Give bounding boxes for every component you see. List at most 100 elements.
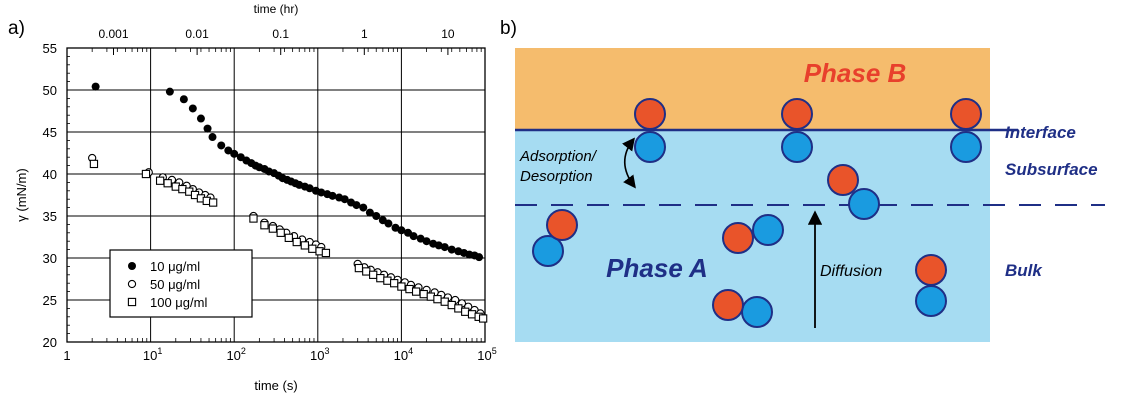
data-point bbox=[305, 184, 314, 193]
panel-label-b: b) bbox=[500, 18, 517, 39]
data-point bbox=[411, 287, 421, 296]
interface-label: Interface bbox=[1005, 123, 1076, 142]
data-point bbox=[276, 228, 285, 237]
data-point bbox=[419, 289, 428, 299]
hydrophilic-head bbox=[781, 131, 813, 163]
y-tick-label: 50 bbox=[43, 83, 57, 98]
data-point bbox=[127, 297, 137, 307]
top-tick-label: 1 bbox=[361, 27, 368, 41]
legend: 10 μg/ml 50 μg/ml 100 μg/ml bbox=[109, 249, 253, 318]
data-point bbox=[230, 149, 239, 158]
data-point bbox=[369, 270, 378, 279]
data-point bbox=[141, 169, 151, 179]
top-axis-label: time (hr) bbox=[254, 2, 299, 16]
data-point bbox=[454, 304, 463, 313]
surfactant-bulk bbox=[712, 289, 773, 328]
adsorption-arrow bbox=[622, 137, 636, 189]
data-point bbox=[249, 214, 258, 223]
data-point bbox=[165, 87, 174, 96]
y-tick-label: 30 bbox=[43, 251, 57, 266]
data-point bbox=[155, 176, 165, 185]
adsorption-label-line1: Adsorption/ bbox=[519, 148, 598, 165]
data-point bbox=[354, 263, 364, 273]
data-point bbox=[321, 248, 331, 258]
y-tick-label: 20 bbox=[43, 335, 57, 350]
data-point bbox=[409, 232, 418, 241]
surfactant-bulk bbox=[722, 214, 784, 254]
data-point bbox=[440, 243, 449, 252]
data-point bbox=[397, 226, 406, 235]
data-series bbox=[88, 82, 488, 323]
data-point bbox=[376, 274, 385, 283]
data-point bbox=[203, 124, 212, 133]
data-point bbox=[178, 184, 187, 194]
data-point bbox=[372, 212, 381, 220]
data-point bbox=[208, 198, 218, 207]
bulk-label: Bulk bbox=[1005, 261, 1043, 280]
data-point bbox=[478, 314, 488, 323]
top-tick-label: 10 bbox=[441, 27, 455, 41]
surfactant-bulk bbox=[915, 254, 947, 317]
data-point bbox=[224, 146, 233, 155]
legend-label: 50 μg/ml bbox=[150, 277, 200, 292]
surfactant-subsurface bbox=[827, 164, 880, 220]
data-point bbox=[284, 233, 293, 242]
series-filled-circle bbox=[91, 82, 484, 262]
x-tick-label: 102 bbox=[226, 346, 245, 363]
data-point bbox=[352, 201, 361, 210]
data-point bbox=[383, 276, 392, 285]
data-point bbox=[308, 244, 317, 253]
data-point bbox=[128, 262, 136, 270]
subsurface-label: Subsurface bbox=[1005, 160, 1098, 179]
surfactant-at-interface bbox=[781, 98, 813, 163]
x-tick-label: 101 bbox=[143, 346, 162, 363]
y-tick-label: 25 bbox=[43, 293, 57, 308]
plot-frame bbox=[66, 47, 486, 343]
top-tick-label: 0.001 bbox=[98, 27, 128, 41]
adsorption-label-line2: Desorption bbox=[520, 168, 593, 185]
y-tick-label: 35 bbox=[43, 209, 57, 224]
phase-b-region bbox=[515, 48, 990, 130]
data-point bbox=[447, 245, 456, 254]
top-tick-label: 0.01 bbox=[185, 27, 209, 41]
hydrophilic-head bbox=[741, 296, 773, 328]
data-point bbox=[475, 253, 484, 262]
data-point bbox=[163, 179, 172, 188]
hydrophobic-tail bbox=[712, 289, 744, 321]
hydrophobic-tail bbox=[827, 164, 859, 196]
data-point bbox=[127, 279, 137, 289]
diffusion-label: Diffusion bbox=[820, 263, 882, 280]
top-tick-label: 0.1 bbox=[272, 27, 289, 41]
data-point bbox=[196, 114, 205, 123]
data-point bbox=[188, 104, 197, 113]
data-point bbox=[89, 159, 99, 169]
data-point bbox=[390, 279, 399, 288]
y-tick-label: 40 bbox=[43, 167, 57, 182]
hydrophobic-tail bbox=[781, 98, 813, 130]
hydrophilic-head bbox=[634, 131, 666, 163]
data-point bbox=[422, 237, 431, 246]
series-open-square bbox=[89, 159, 488, 323]
x-axis-label: time (s) bbox=[254, 378, 297, 393]
data-point bbox=[362, 267, 371, 276]
hydrophilic-head bbox=[915, 285, 947, 317]
y-tick-label: 55 bbox=[43, 41, 57, 56]
hydrophobic-tail bbox=[915, 254, 947, 286]
data-point bbox=[208, 133, 217, 142]
data-point bbox=[217, 141, 226, 150]
data-point bbox=[268, 224, 278, 233]
hydrophobic-tail bbox=[634, 98, 666, 130]
surfactant-molecules bbox=[532, 98, 982, 328]
x-tick-label: 1 bbox=[63, 348, 70, 363]
data-point bbox=[300, 241, 310, 250]
data-point bbox=[440, 297, 449, 306]
data-point bbox=[340, 195, 349, 204]
phase-a-label: Phase A bbox=[606, 253, 708, 283]
data-point bbox=[433, 295, 442, 304]
hydrophilic-head bbox=[752, 214, 784, 246]
legend-label: 100 μg/ml bbox=[150, 295, 207, 310]
y-tick-label: 45 bbox=[43, 125, 57, 140]
data-point bbox=[260, 221, 269, 230]
